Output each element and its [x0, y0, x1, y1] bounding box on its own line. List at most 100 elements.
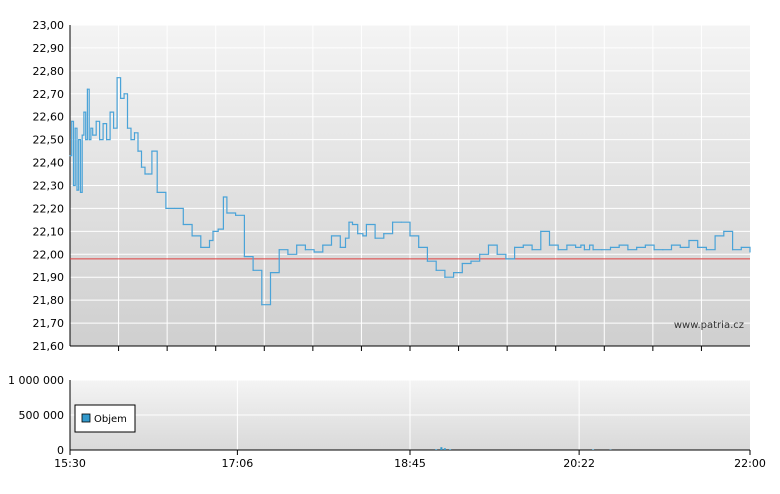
price-panel: 23,0022,9022,8022,7022,6022,5022,4022,30… — [33, 19, 751, 353]
price-data-point — [645, 245, 646, 246]
price-data-point — [392, 222, 393, 223]
price-data-point — [75, 128, 76, 129]
price-data-point — [566, 245, 567, 246]
volume-x-tick-label: 17:06 — [222, 457, 254, 470]
price-data-point — [401, 222, 402, 223]
watermark-text: www.patria.cz — [674, 320, 744, 331]
price-data-point — [73, 185, 74, 186]
price-data-point — [110, 112, 111, 113]
price-y-tick-label: 22,20 — [33, 202, 65, 215]
price-data-point — [654, 249, 655, 250]
price-data-point — [444, 277, 445, 278]
volume-y-tick-label: 500 000 — [19, 409, 65, 422]
price-data-point — [558, 249, 559, 250]
price-data-point — [212, 231, 213, 232]
price-data-point — [531, 249, 532, 250]
price-y-tick-label: 22,10 — [33, 225, 65, 238]
price-data-point — [151, 151, 152, 152]
price-y-tick-label: 22,90 — [33, 42, 65, 55]
price-data-point — [287, 254, 288, 255]
price-data-point — [314, 251, 315, 252]
price-data-point — [688, 240, 689, 241]
price-data-point — [80, 192, 81, 193]
price-data-point — [741, 247, 742, 248]
price-data-point — [488, 245, 489, 246]
price-data-point — [497, 254, 498, 255]
legend-label-objem: Objem — [94, 414, 127, 425]
price-data-point — [749, 251, 750, 252]
price-data-point — [305, 249, 306, 250]
price-data-point — [134, 132, 135, 133]
price-data-point — [514, 247, 515, 248]
price-data-point — [462, 263, 463, 264]
price-data-point — [99, 139, 100, 140]
price-y-tick-label: 23,00 — [33, 19, 65, 32]
volume-legend: Objem — [75, 405, 135, 432]
price-data-point — [244, 256, 245, 257]
price-data-point — [252, 270, 253, 271]
price-data-point — [340, 247, 341, 248]
volume-x-tick-label: 22:00 — [734, 457, 766, 470]
price-y-tick-label: 22,80 — [33, 65, 65, 78]
price-data-point — [584, 249, 585, 250]
price-data-point — [505, 258, 506, 259]
price-data-point — [601, 249, 602, 250]
price-y-tick-label: 21,80 — [33, 294, 65, 307]
price-data-point — [723, 231, 724, 232]
volume-bar — [592, 449, 594, 450]
price-y-tick-label: 21,90 — [33, 271, 65, 284]
volume-y-tick-label: 0 — [57, 444, 64, 457]
price-data-point — [120, 98, 121, 99]
price-data-point — [123, 93, 124, 94]
price-data-point — [87, 89, 88, 90]
price-data-point — [362, 235, 363, 236]
price-data-point — [589, 245, 590, 246]
price-data-point — [409, 235, 410, 236]
price-data-point — [270, 272, 271, 273]
price-data-point — [223, 196, 224, 197]
price-data-point — [322, 245, 323, 246]
price-data-point — [137, 151, 138, 152]
price-data-point — [183, 224, 184, 225]
price-data-point — [383, 233, 384, 234]
price-data-point — [352, 224, 353, 225]
volume-x-tick-label: 15:30 — [54, 457, 86, 470]
price-y-tick-label: 22,00 — [33, 248, 65, 261]
price-data-point — [540, 231, 541, 232]
price-data-point — [366, 224, 367, 225]
price-data-point — [680, 247, 681, 248]
price-data-point — [279, 249, 280, 250]
price-data-point — [715, 235, 716, 236]
price-data-point — [157, 192, 158, 193]
price-data-point — [96, 121, 97, 122]
price-data-point — [78, 139, 79, 140]
price-data-point — [226, 212, 227, 213]
price-data-point — [82, 134, 83, 135]
price-data-point — [127, 128, 128, 129]
price-data-point — [71, 121, 72, 122]
price-data-point — [148, 173, 149, 174]
price-data-point — [523, 245, 524, 246]
legend-swatch-icon — [82, 414, 90, 422]
price-data-point — [76, 189, 77, 190]
price-data-point — [575, 247, 576, 248]
price-data-point — [200, 247, 201, 248]
price-data-point — [174, 208, 175, 209]
price-data-point — [69, 155, 70, 156]
price-data-point — [348, 222, 349, 223]
price-data-point — [427, 261, 428, 262]
price-data-point — [218, 228, 219, 229]
price-data-point — [636, 247, 637, 248]
price-data-point — [418, 247, 419, 248]
price-y-tick-label: 22,60 — [33, 111, 65, 124]
volume-bar — [440, 447, 442, 450]
price-data-point — [706, 249, 707, 250]
price-data-point — [375, 238, 376, 239]
price-data-point — [479, 254, 480, 255]
volume-x-tick-label: 20:22 — [563, 457, 595, 470]
price-data-point — [662, 249, 663, 250]
price-data-point — [103, 123, 104, 124]
